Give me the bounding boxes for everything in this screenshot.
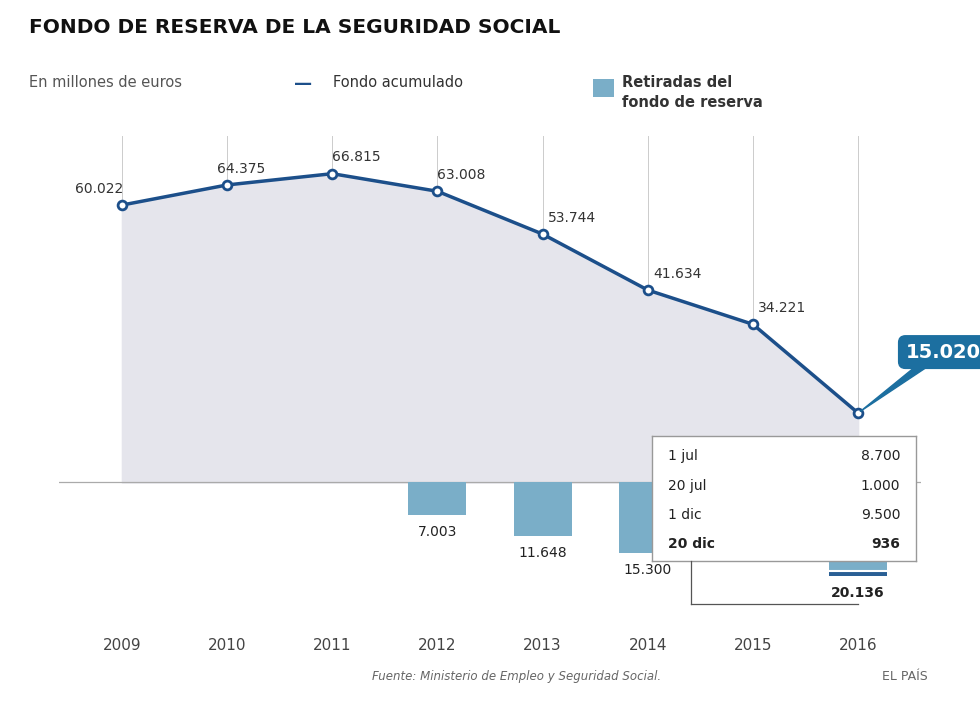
Text: 11.648: 11.648: [518, 546, 566, 561]
Text: 936: 936: [871, 538, 901, 551]
Text: 63.008: 63.008: [437, 168, 486, 182]
Point: [114, 199, 129, 211]
Bar: [724, 483, 782, 536]
Text: 20 jul: 20 jul: [667, 478, 706, 493]
Point: [640, 285, 656, 296]
Text: 66.815: 66.815: [332, 150, 381, 164]
Text: Fuente: Ministerio de Empleo y Seguridad Social.: Fuente: Ministerio de Empleo y Seguridad…: [372, 670, 662, 683]
Text: Fondo acumulado: Fondo acumulado: [333, 75, 464, 90]
Text: FONDO DE RESERVA DE LA SEGURIDAD SOCIAL: FONDO DE RESERVA DE LA SEGURIDAD SOCIAL: [29, 18, 561, 37]
Text: 1.000: 1.000: [860, 478, 901, 493]
Text: —: —: [294, 75, 312, 93]
Text: 20 dic: 20 dic: [667, 538, 714, 551]
Text: 15.020: 15.020: [860, 342, 980, 411]
Text: EL PAÍS: EL PAÍS: [882, 670, 928, 683]
Text: 8.700: 8.700: [860, 449, 901, 463]
Text: En millones de euros: En millones de euros: [29, 75, 182, 90]
Point: [535, 228, 551, 240]
Text: 64.375: 64.375: [217, 162, 265, 176]
Text: 9.500: 9.500: [860, 508, 901, 522]
Text: 53.744: 53.744: [548, 211, 596, 225]
Bar: [409, 483, 466, 515]
Text: 7.003: 7.003: [417, 525, 457, 539]
Point: [324, 168, 340, 179]
Point: [851, 408, 866, 419]
Text: 1 dic: 1 dic: [667, 508, 702, 522]
Bar: [829, 571, 887, 576]
Text: 15.300: 15.300: [623, 563, 672, 577]
Text: 34.221: 34.221: [759, 301, 807, 315]
Text: 1 jul: 1 jul: [667, 449, 698, 463]
Text: 20.136: 20.136: [831, 586, 885, 600]
Point: [429, 186, 445, 197]
Point: [220, 179, 235, 191]
Text: 41.634: 41.634: [653, 267, 702, 281]
Text: 60.022: 60.022: [74, 182, 122, 196]
Point: [745, 319, 760, 330]
Text: 11.500: 11.500: [729, 546, 777, 560]
Bar: [514, 483, 571, 536]
Bar: [618, 483, 676, 553]
Bar: [829, 483, 887, 571]
Text: Retiradas del
fondo de reserva: Retiradas del fondo de reserva: [622, 75, 763, 110]
